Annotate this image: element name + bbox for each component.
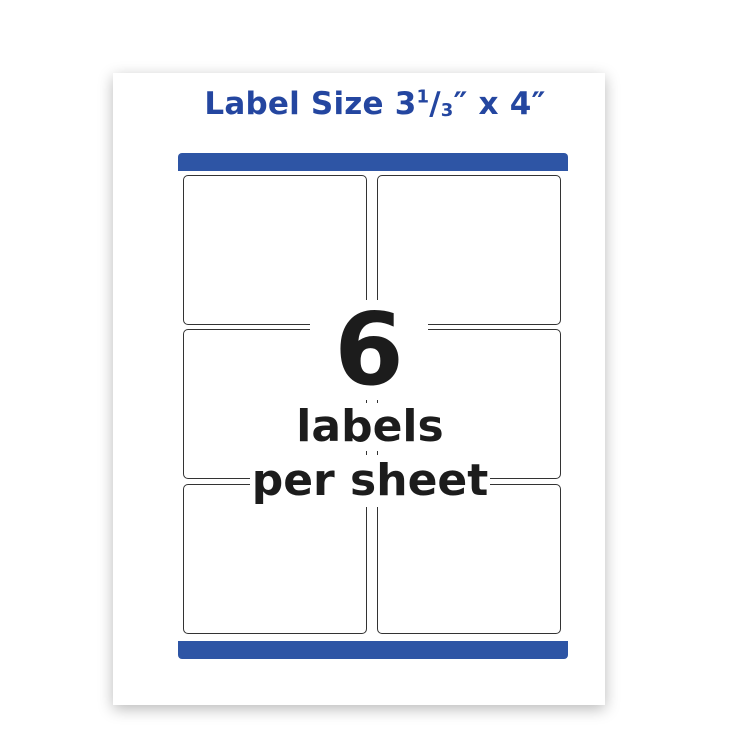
label-cell [183,484,367,634]
fraction-numerator: 1 [416,86,430,108]
label-cell [377,484,561,634]
caption-labels: labels [290,403,450,451]
top-margin-bar [178,153,568,171]
title-suffix: ″ x 4″ [453,86,546,122]
fraction-denominator: 3 [440,100,454,121]
fraction-slash: / [429,86,441,122]
bottom-margin-bar [178,641,568,659]
label-size-title: Label Size 31/3″ x 4″ [0,86,750,122]
title-text: Label Size 3 [204,86,417,122]
label-count: 6 [310,300,428,400]
caption-per-sheet: per sheet [250,455,490,507]
